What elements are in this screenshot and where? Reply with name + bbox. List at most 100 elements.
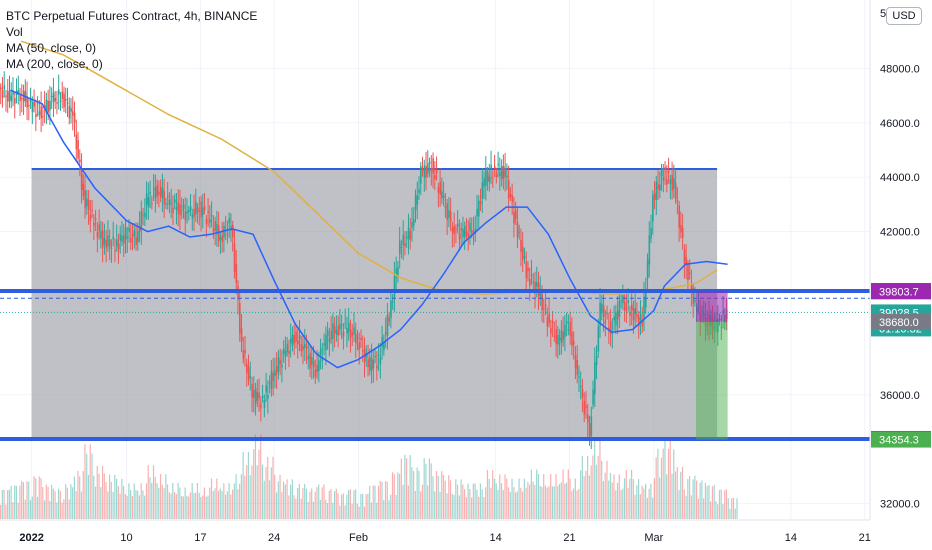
candle-body	[370, 358, 373, 371]
candle-body	[253, 390, 255, 398]
volume-bar	[453, 495, 455, 519]
volume-bar	[402, 484, 404, 519]
candle-body	[101, 230, 104, 248]
volume-bar	[694, 475, 696, 519]
volume-bar	[465, 497, 467, 519]
candle-body	[659, 184, 661, 191]
candle-body	[576, 360, 579, 376]
volume-bar	[613, 474, 615, 519]
volume-bar	[291, 479, 293, 519]
x-tick-label: 2022	[19, 532, 43, 544]
candle-body	[340, 324, 343, 326]
volume-bar	[488, 479, 490, 519]
volume-bar	[662, 448, 664, 519]
legend-vol: Vol	[6, 25, 23, 39]
volume-bar	[678, 489, 680, 519]
candle-body	[275, 366, 278, 375]
candle-body	[284, 351, 287, 357]
volume-bar	[130, 490, 132, 519]
volume-bar	[286, 479, 288, 519]
volume-bar	[165, 474, 167, 519]
currency-button[interactable]: USD	[886, 7, 922, 25]
candle-body	[557, 334, 559, 345]
volume-bar	[395, 495, 397, 519]
volume-bar	[355, 489, 357, 519]
candle-body	[430, 168, 433, 172]
candle-body	[279, 360, 282, 365]
candle-body	[397, 266, 399, 276]
volume-bar	[116, 478, 118, 519]
volume-bar	[493, 478, 496, 519]
volume-bar	[532, 481, 534, 519]
volume-bar	[297, 487, 299, 519]
candle-body	[551, 321, 554, 324]
volume-bar	[674, 471, 677, 519]
candle-body	[620, 300, 623, 302]
candle-body	[319, 348, 322, 355]
volume-bar	[427, 485, 429, 519]
candle-body	[685, 257, 688, 265]
candle-body	[72, 111, 74, 116]
candle-body	[632, 308, 635, 321]
volume-bar	[383, 499, 385, 519]
volume-bar	[420, 491, 422, 519]
volume-bar	[546, 487, 548, 519]
candle-body	[413, 219, 415, 226]
volume-bar	[706, 486, 708, 519]
volume-bar	[660, 457, 663, 519]
candle-body	[117, 243, 120, 250]
volume-bar	[94, 486, 97, 519]
volume-bar	[449, 480, 452, 519]
volume-bar	[15, 485, 18, 519]
volume-bar	[75, 491, 77, 519]
candle-body	[671, 175, 673, 191]
volume-bar	[414, 490, 416, 519]
volume-bar	[293, 495, 295, 519]
volume-bar	[485, 487, 487, 519]
candle-body	[362, 350, 364, 352]
candle-body	[221, 235, 224, 243]
candle-body	[625, 307, 628, 309]
volume-bar	[205, 496, 207, 519]
volume-bar	[98, 473, 100, 519]
volume-bar	[722, 504, 724, 519]
candle-body	[428, 161, 431, 164]
candle-body	[186, 211, 188, 214]
volume-bar	[384, 481, 387, 519]
volume-bar	[567, 469, 569, 519]
candle-body	[442, 195, 445, 199]
candle-body	[68, 105, 71, 119]
candle-body	[172, 207, 174, 214]
volume-bar	[305, 488, 308, 519]
volume-bar	[481, 489, 483, 519]
volume-bar	[195, 492, 197, 519]
volume-bar	[397, 472, 399, 519]
candle-body	[581, 388, 584, 398]
candle-body	[318, 360, 320, 372]
volume-bar	[290, 484, 292, 519]
candle-body	[70, 108, 72, 112]
candle-body	[648, 235, 651, 265]
price-label-badge	[871, 431, 931, 448]
volume-bar	[490, 487, 492, 519]
volume-bar	[28, 481, 30, 519]
volume-bar	[12, 502, 14, 519]
volume-bar	[260, 434, 262, 519]
volume-bar	[189, 492, 192, 519]
candle-body	[660, 168, 663, 177]
candle-body	[694, 299, 696, 303]
candle-body	[239, 302, 241, 334]
volume-bar	[587, 456, 589, 519]
candle-body	[372, 360, 375, 369]
volume-bar	[281, 491, 283, 519]
candle-body	[639, 314, 642, 321]
volume-bar	[676, 466, 678, 519]
candle-body	[404, 243, 406, 247]
volume-bar	[304, 483, 306, 519]
candle-body	[112, 236, 115, 240]
volume-bar	[478, 496, 480, 519]
volume-bar	[66, 487, 68, 519]
candle-body	[135, 237, 137, 245]
candle-body	[346, 327, 348, 334]
